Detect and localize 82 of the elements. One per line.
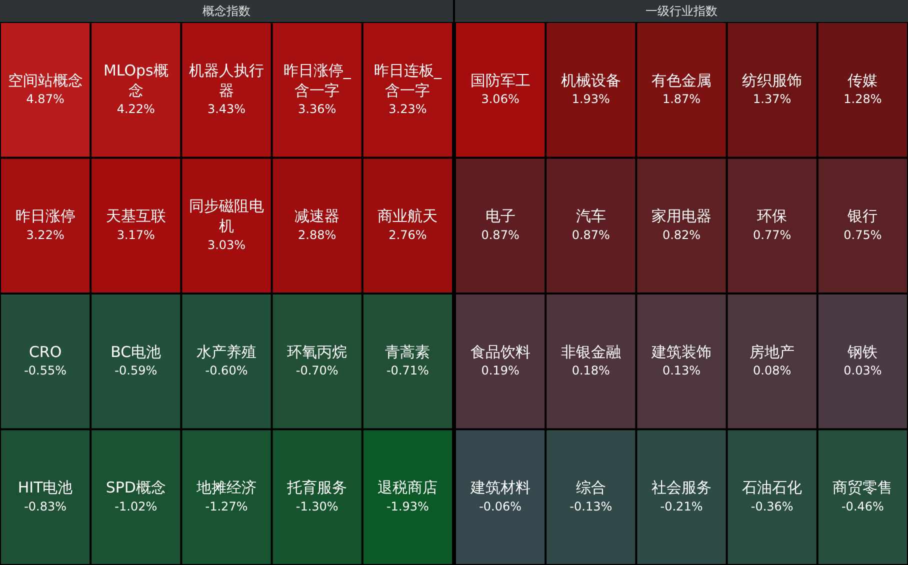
data-label: 4.87% xyxy=(26,92,64,106)
data-label: 3.06% xyxy=(481,92,520,106)
data-label: 3.36% xyxy=(298,102,336,116)
data-label: -1.93% xyxy=(386,499,429,514)
data-label: -0.21% xyxy=(660,499,703,514)
category-label: 机械设备 xyxy=(560,71,621,90)
data-label: -0.70% xyxy=(296,364,338,378)
data-label: -0.60% xyxy=(205,364,248,378)
data-label: 0.82% xyxy=(662,228,701,242)
data-label: -0.83% xyxy=(24,499,67,514)
category-label: 电子 xyxy=(485,207,516,226)
category-label: 房地产 xyxy=(750,342,795,361)
category-label: 空间站概念 xyxy=(8,71,83,90)
category-label: CRO xyxy=(28,342,62,361)
category-label: 传媒 xyxy=(848,71,878,90)
category-label: 建筑装饰 xyxy=(650,342,712,361)
category-label: 机器人执行器 xyxy=(189,61,264,100)
data-label: 1.37% xyxy=(753,92,792,106)
category-label: 纺织服饰 xyxy=(742,71,802,90)
data-label: 3.03% xyxy=(207,238,246,252)
data-label: -0.13% xyxy=(570,499,612,514)
category-label: SPD概念 xyxy=(106,478,166,497)
data-label: -1.30% xyxy=(296,499,338,514)
data-label: 3.22% xyxy=(26,228,64,242)
category-label: 汽车 xyxy=(576,207,606,226)
category-label: 托育服务 xyxy=(286,478,348,497)
data-label: 0.18% xyxy=(572,364,610,378)
category-label: 昨日连板_含一字 xyxy=(374,61,442,100)
category-label: 综合 xyxy=(576,478,606,497)
category-label: 减速器 xyxy=(294,207,340,226)
data-label: 2.76% xyxy=(388,228,427,242)
category-label: 昨日涨停 xyxy=(15,207,76,226)
data-label: -0.06% xyxy=(479,499,522,514)
data-label: 2.88% xyxy=(298,228,336,242)
category-label: 同步磁阻电机 xyxy=(189,197,264,236)
category-label: MLOps概念 xyxy=(103,61,168,100)
data-label: -1.02% xyxy=(114,499,158,514)
data-label: 4.22% xyxy=(116,102,155,116)
text: 一级行业指数 xyxy=(455,0,908,22)
data-label: 3.17% xyxy=(116,228,155,242)
category-label: 商贸零售 xyxy=(832,478,893,497)
data-label: 0.77% xyxy=(753,228,792,242)
category-label: 非银金融 xyxy=(560,342,621,361)
category-label: 地摊经济 xyxy=(196,478,256,497)
data-label: -0.36% xyxy=(750,499,794,514)
data-label: -0.46% xyxy=(841,499,884,514)
category-label: 银行 xyxy=(846,207,878,226)
category-label: 有色金属 xyxy=(652,71,712,90)
data-label: 0.03% xyxy=(844,364,882,378)
category-label: 昨日涨停_含一字 xyxy=(283,61,352,100)
category-label: 石油石化 xyxy=(742,478,802,497)
data-label: 1.93% xyxy=(572,92,610,106)
category-label: BC电池 xyxy=(110,342,162,361)
data-label: -0.59% xyxy=(114,364,158,378)
data-label: -1.27% xyxy=(205,499,248,514)
data-label: 0.08% xyxy=(753,364,792,378)
category-label: 商业航天 xyxy=(378,207,438,226)
category-label: 国防军工 xyxy=(470,71,530,90)
category-label: 天基互联 xyxy=(106,207,166,226)
category-label: 水产养殖 xyxy=(196,342,256,361)
data-label: 0.87% xyxy=(481,228,520,242)
category-label: 食品饮料 xyxy=(470,342,530,361)
category-label: HIT电池 xyxy=(18,478,73,497)
data-label: 0.13% xyxy=(662,364,701,378)
data-label: 3.23% xyxy=(388,102,427,116)
category-label: 环保 xyxy=(757,207,788,226)
category-label: 环氧丙烷 xyxy=(287,342,348,361)
category-label: 退税商店 xyxy=(378,478,438,497)
data-label: 0.19% xyxy=(481,364,520,378)
category-label: 社会服务 xyxy=(652,478,712,497)
data-label: -0.55% xyxy=(24,364,67,378)
category-label: 青蒿素 xyxy=(385,342,430,361)
data-label: 3.43% xyxy=(207,102,246,116)
data-label: -0.71% xyxy=(386,364,429,378)
category-label: 建筑材料 xyxy=(469,478,530,497)
text: 概念指数 xyxy=(0,0,453,22)
data-label: 0.75% xyxy=(844,228,882,242)
data-label: 1.87% xyxy=(662,92,701,106)
data-label: 1.28% xyxy=(844,92,882,106)
category-label: 钢铁 xyxy=(846,342,878,361)
category-label: 家用电器 xyxy=(652,207,712,226)
data-label: 0.87% xyxy=(572,228,610,242)
